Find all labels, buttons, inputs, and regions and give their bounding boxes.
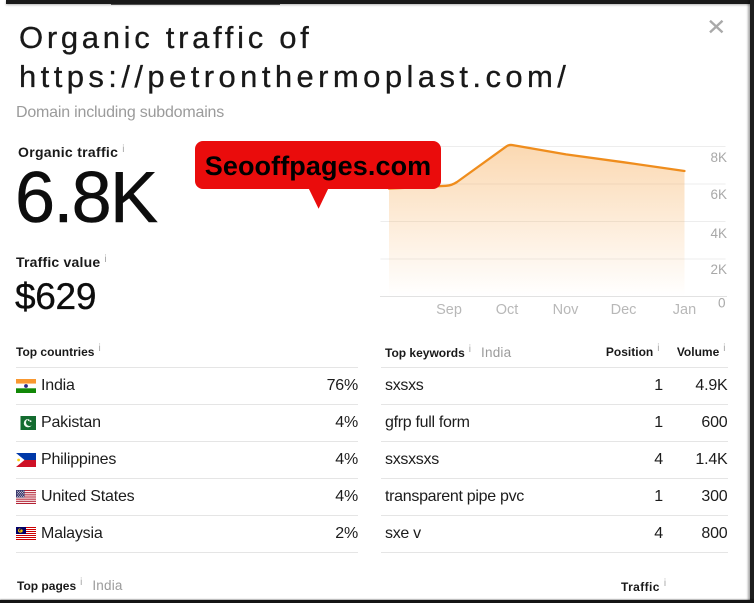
- svg-text:4K: 4K: [710, 226, 727, 241]
- svg-text:Nov: Nov: [553, 302, 580, 318]
- svg-text:8K: 8K: [710, 150, 727, 165]
- svg-text:Oct: Oct: [496, 302, 519, 318]
- svg-text:Dec: Dec: [611, 302, 637, 318]
- svg-text:2K: 2K: [710, 262, 727, 277]
- svg-text:6K: 6K: [710, 187, 727, 202]
- svg-text:Sep: Sep: [436, 302, 462, 318]
- svg-text:Jan: Jan: [673, 302, 696, 318]
- svg-text:0: 0: [718, 296, 726, 311]
